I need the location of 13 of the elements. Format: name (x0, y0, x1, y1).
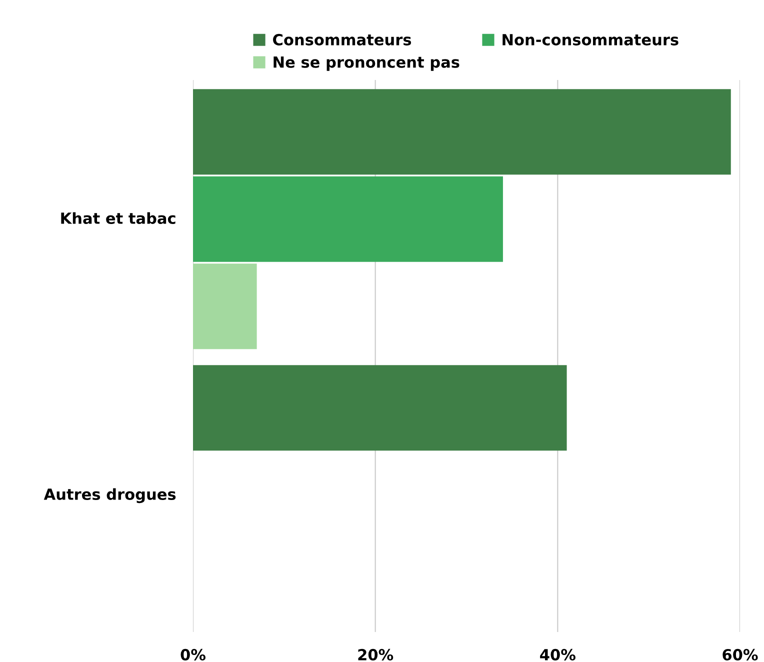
x-tick-label: 20% (358, 648, 394, 660)
bar (193, 89, 731, 175)
x-tick-label: 40% (540, 648, 576, 660)
legend-label: Non-consommateurs (502, 34, 678, 46)
x-tick-label: 60% (722, 648, 758, 660)
legend-label: Ne se prononcent pas (274, 56, 460, 71)
y-tick-label: Autres drogues (44, 488, 176, 504)
y-tick-label: Khat et tabac (61, 212, 176, 224)
x-tick-label: 0% (180, 648, 206, 660)
bar (193, 365, 567, 451)
bar (193, 264, 257, 350)
legend-label: Consommateurs (273, 34, 412, 46)
bar (193, 176, 503, 262)
